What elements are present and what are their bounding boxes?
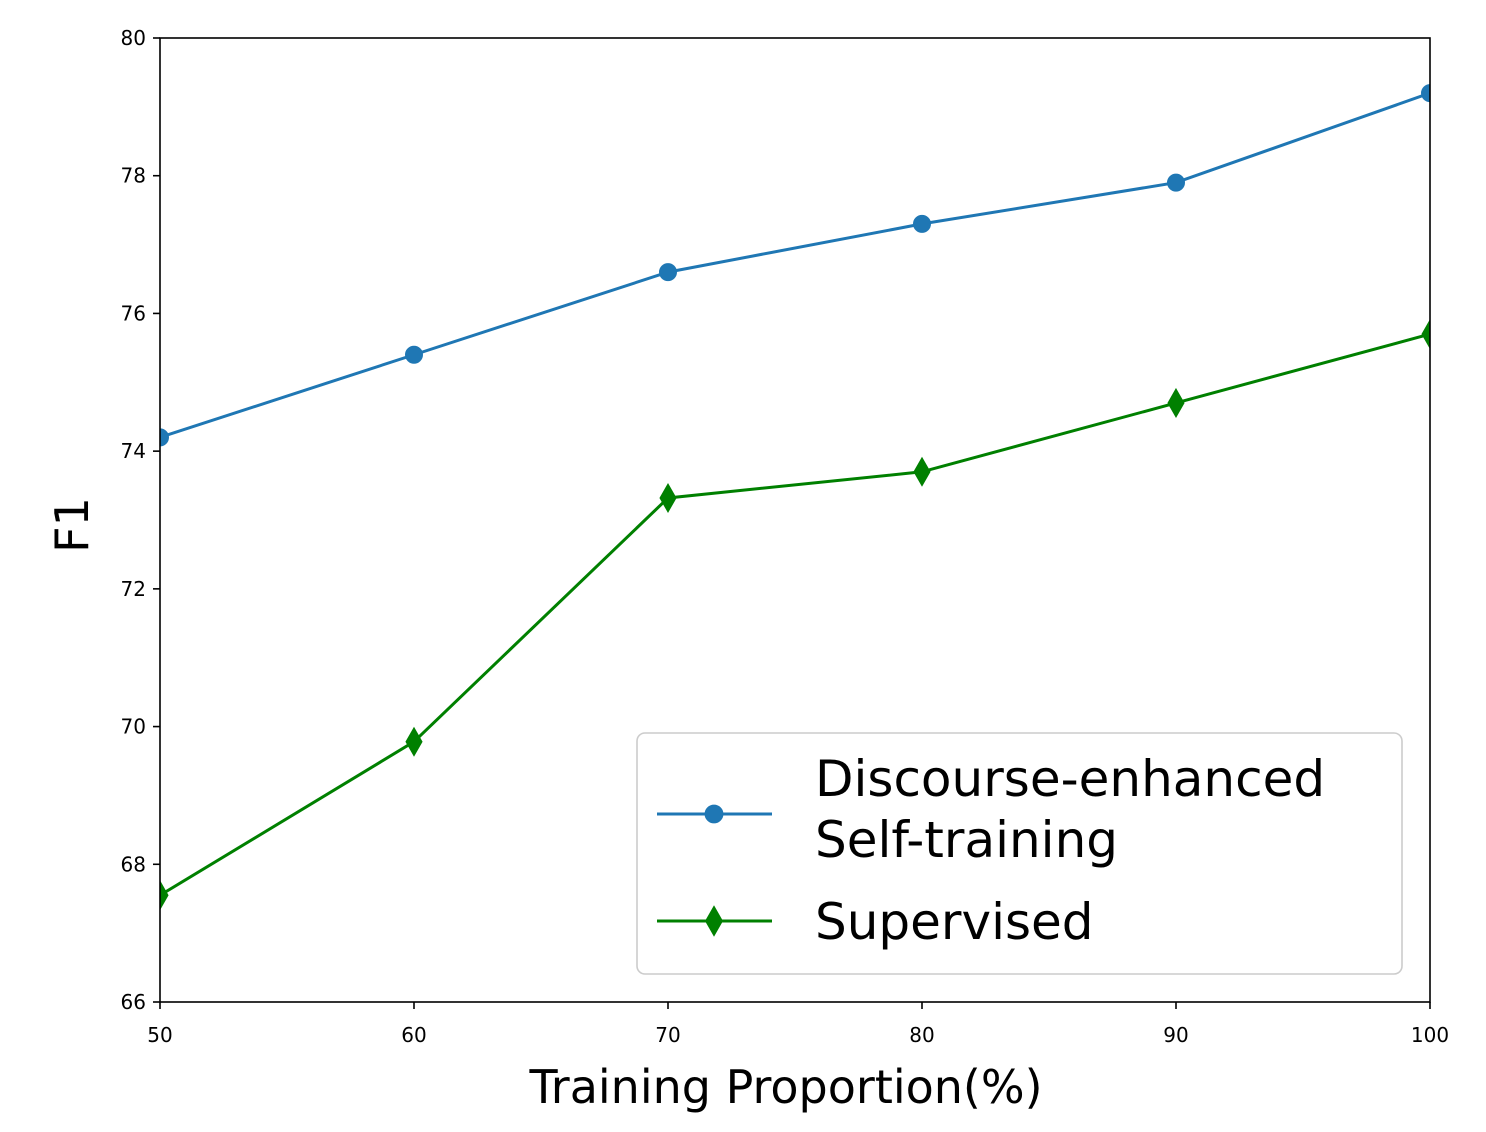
series-1-line bbox=[160, 332, 1430, 897]
series-0-point bbox=[1167, 173, 1185, 192]
plot-area bbox=[160, 84, 1430, 911]
plot-frame bbox=[159, 37, 1431, 1003]
x-tick-label: 60 bbox=[401, 1023, 426, 1047]
legend-series-0-marker bbox=[704, 804, 724, 824]
x-tick-label: 90 bbox=[1163, 1023, 1188, 1047]
series-0-point bbox=[160, 428, 169, 447]
series-0-point bbox=[405, 345, 423, 364]
series-1-point bbox=[913, 456, 931, 487]
series-1-point bbox=[1421, 319, 1430, 350]
x-tick-label: 80 bbox=[909, 1023, 934, 1047]
y-axis-title: F1 bbox=[45, 497, 99, 553]
series-0-point bbox=[913, 214, 931, 233]
x-tick-label: 100 bbox=[1411, 1023, 1449, 1047]
x-tick-label: 70 bbox=[655, 1023, 680, 1047]
series-1-point bbox=[659, 482, 677, 513]
series-1-point bbox=[160, 880, 169, 911]
series-group bbox=[160, 84, 1430, 911]
y-tick-label: 66 bbox=[121, 990, 146, 1014]
legend-series-1-label: Supervised bbox=[815, 893, 1094, 951]
series-0-point bbox=[1421, 84, 1430, 103]
y-tick-label: 76 bbox=[121, 301, 146, 325]
series-1-point bbox=[405, 726, 423, 757]
legend-series-0-label: Self-training bbox=[815, 811, 1118, 869]
legend-series-1-marker bbox=[705, 905, 723, 937]
series-0-point bbox=[659, 263, 677, 282]
y-tick-label: 70 bbox=[121, 715, 146, 739]
legend-box bbox=[636, 732, 1403, 975]
y-tick-label: 74 bbox=[121, 439, 146, 463]
y-tick-label: 78 bbox=[121, 164, 146, 188]
x-axis-title: Training Proportion(%) bbox=[528, 1060, 1042, 1114]
y-tick-label: 68 bbox=[121, 852, 146, 876]
axes: 50 60 70 80 90 100 66 68 70 72 74 76 78 80 bbox=[121, 26, 1450, 1047]
x-tick-label: 50 bbox=[147, 1023, 172, 1047]
y-tick-label: 80 bbox=[121, 26, 146, 50]
series-0-line bbox=[160, 91, 1430, 439]
series-1-point bbox=[1167, 387, 1185, 418]
legend-series-0-label: Discourse-enhanced bbox=[815, 750, 1325, 808]
y-tick-label: 72 bbox=[121, 577, 146, 601]
